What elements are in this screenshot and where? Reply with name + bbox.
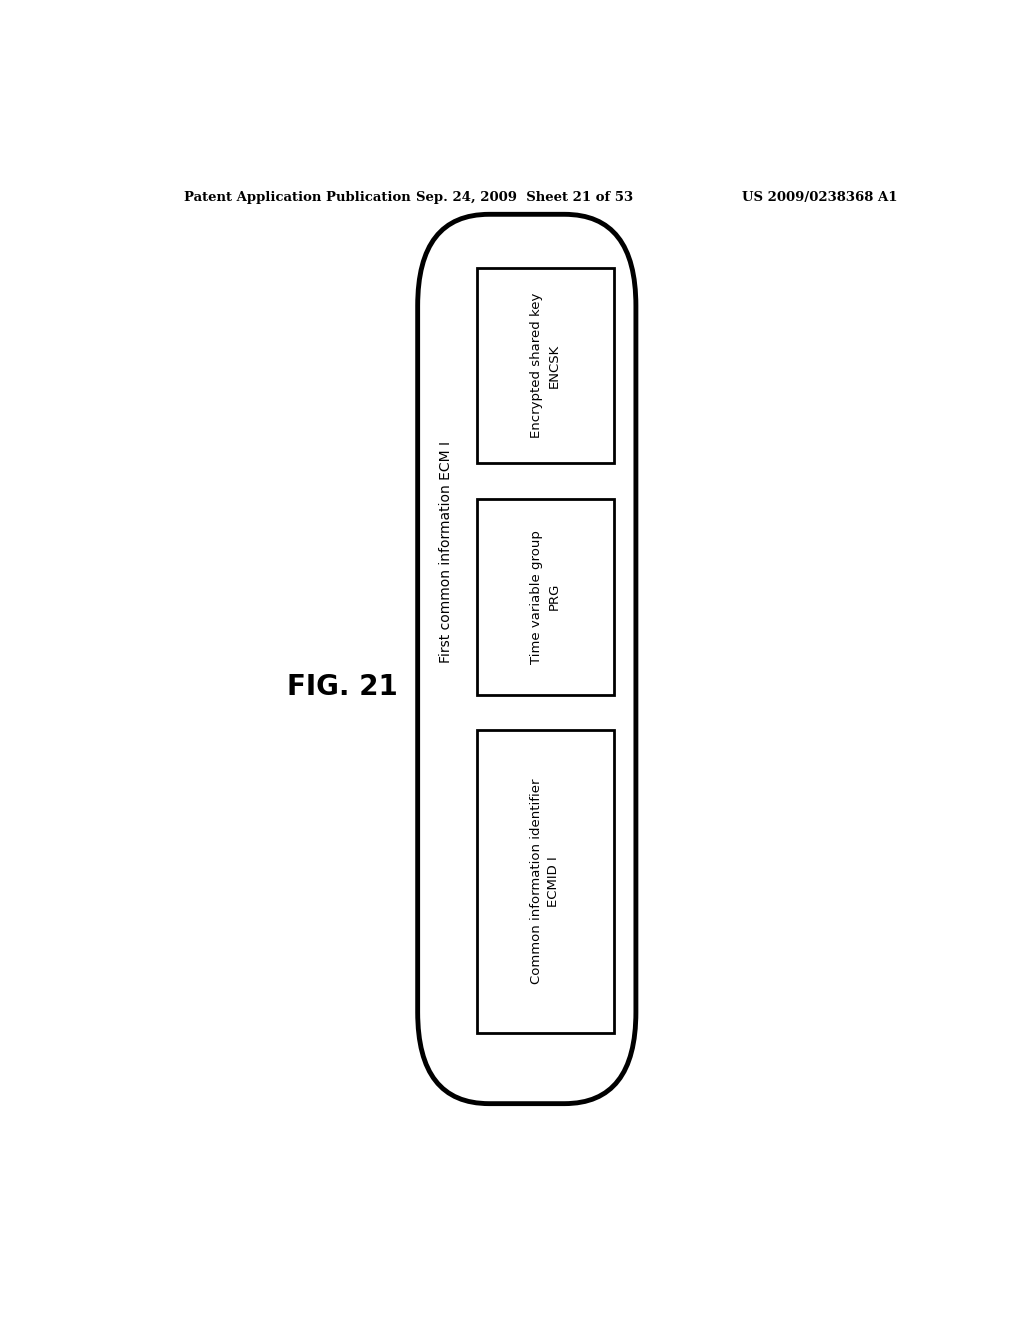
Text: Common information identifier
ECMID I: Common information identifier ECMID I	[530, 779, 560, 985]
Bar	[476, 730, 614, 1032]
Text: Encrypted shared key
ENCSK: Encrypted shared key ENCSK	[530, 293, 560, 438]
Text: US 2009/0238368 A1: US 2009/0238368 A1	[742, 191, 898, 203]
Text: Sep. 24, 2009  Sheet 21 of 53: Sep. 24, 2009 Sheet 21 of 53	[416, 191, 634, 203]
Bar	[476, 268, 614, 463]
Bar	[476, 499, 614, 694]
Text: First common information ECM I: First common information ECM I	[439, 441, 453, 663]
Text: Patent Application Publication: Patent Application Publication	[183, 191, 411, 203]
Text: FIG. 21: FIG. 21	[287, 673, 397, 701]
Text: Time variable group
PRG: Time variable group PRG	[530, 529, 560, 664]
FancyBboxPatch shape	[418, 214, 636, 1104]
